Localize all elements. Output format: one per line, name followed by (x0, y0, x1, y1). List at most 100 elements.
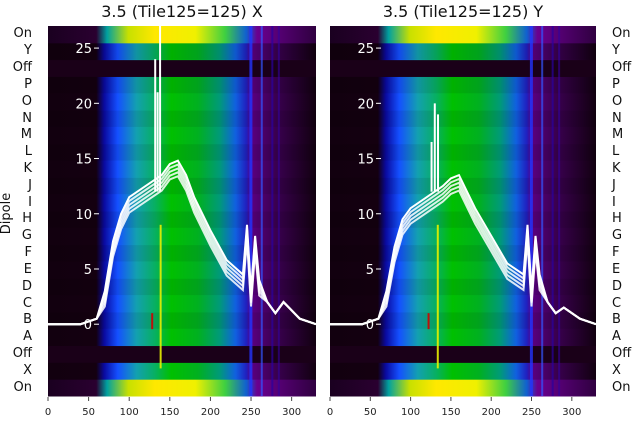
y-tick-label: 10 (75, 208, 92, 223)
heatmap-row-shade (48, 311, 316, 329)
row-label: L (24, 144, 32, 160)
heatmap-row (330, 362, 596, 380)
row-label: H (22, 211, 32, 227)
row-label: D (612, 278, 623, 294)
hot-streak (436, 224, 439, 369)
trace-line (48, 174, 317, 326)
heatmap-row (330, 93, 596, 111)
hot-streak (151, 313, 154, 330)
column-streak (541, 26, 544, 396)
heatmap-row (330, 110, 596, 128)
column-streak (260, 26, 263, 396)
x-tick-label: 250 (522, 407, 541, 418)
row-label: X (612, 362, 621, 378)
x-tick-label: 250 (241, 407, 260, 418)
x-tick-label: 50 (364, 407, 377, 418)
heatmap-row (330, 194, 596, 212)
heatmap-row-shade (48, 143, 316, 161)
x-tick-label: 50 (82, 407, 95, 418)
row-label: A (23, 329, 32, 345)
heatmap-row (330, 295, 596, 313)
heatmap-row (48, 59, 316, 77)
heatmap-row (48, 362, 316, 380)
y-tick-label: 20 (357, 97, 374, 112)
heatmap-row (48, 295, 316, 313)
row-label: Off (12, 60, 32, 76)
hot-streak (427, 313, 430, 330)
heatmap-row (330, 211, 596, 229)
heatmap-row (48, 93, 316, 111)
row-label: J (612, 177, 616, 193)
heatmap-row-shade (330, 244, 596, 262)
chart-title-y: 3.5 (Tile125=125) Y (382, 2, 544, 21)
y-tick-label: 20 (75, 97, 92, 112)
x-tick-label: 300 (282, 407, 301, 418)
heatmap-row-shade (48, 244, 316, 262)
row-label: Y (612, 43, 620, 59)
y-tick-label: 5 (366, 263, 374, 278)
trace-line (330, 189, 597, 326)
heatmap-row (48, 345, 316, 363)
row-label: G (21, 228, 32, 244)
x-tick-label: 150 (441, 407, 460, 418)
x-tick-label: 0 (45, 407, 51, 418)
y-tick-label: 0 (84, 318, 92, 333)
row-label: D (21, 278, 32, 294)
heatmap-row-shade (48, 42, 316, 60)
heatmap-row (330, 42, 596, 61)
y-tick-label: 25 (357, 42, 374, 57)
heatmap-row-shade (48, 177, 316, 195)
row-label: F (612, 245, 620, 261)
heatmap-row-shade (48, 278, 316, 296)
heatmap-row-shade (330, 42, 596, 60)
row-label: K (23, 160, 32, 176)
y-tick-label: 10 (357, 208, 374, 223)
row-label: N (22, 110, 32, 126)
x-tick-label: 300 (562, 407, 581, 418)
row-label: P (24, 76, 32, 92)
heatmap-row-shade (48, 76, 316, 94)
row-label: On (612, 379, 631, 395)
heatmap-row (48, 76, 316, 94)
chart-title-x: 3.5 (Tile125=125) X (101, 2, 263, 21)
row-label: N (612, 110, 622, 126)
heatmap-row-shade (330, 211, 596, 228)
row-label: E (23, 261, 32, 277)
y-tick-label: 0 (366, 318, 374, 333)
row-label: Off (612, 60, 632, 76)
heatmap-row (330, 143, 596, 162)
row-label: L (612, 144, 620, 160)
x-tick-label: 100 (120, 407, 139, 418)
heatmap-row (330, 76, 596, 94)
row-label: I (612, 194, 616, 210)
heatmap-row (48, 311, 316, 330)
heatmap-row (48, 328, 316, 347)
x-tick-label: 200 (482, 407, 501, 418)
column-streak (271, 26, 274, 396)
row-label: E (612, 261, 621, 277)
row-label: B (23, 312, 32, 328)
heatmap-row (330, 345, 596, 363)
x-tick-label: 0 (327, 407, 333, 418)
heatmap-row (330, 160, 596, 178)
heatmap-row (48, 126, 316, 145)
heatmap-row (330, 328, 596, 347)
heatmap-row (48, 26, 316, 44)
heatmap-row (48, 110, 316, 128)
row-label: K (612, 160, 621, 176)
heatmap-row (330, 59, 596, 77)
row-label: J (28, 177, 32, 193)
y-tick-label: 15 (75, 153, 92, 168)
row-label: P (612, 76, 620, 92)
heatmap-row (48, 177, 316, 195)
hot-streak (159, 224, 162, 369)
heatmap-row (48, 194, 316, 212)
row-label: Y (24, 43, 32, 59)
heatmap-row-shade (330, 143, 596, 161)
row-label: C (612, 295, 622, 311)
row-label: Off (12, 345, 32, 361)
column-streak (249, 26, 253, 396)
row-label: A (612, 329, 621, 345)
row-label: I (28, 194, 32, 210)
